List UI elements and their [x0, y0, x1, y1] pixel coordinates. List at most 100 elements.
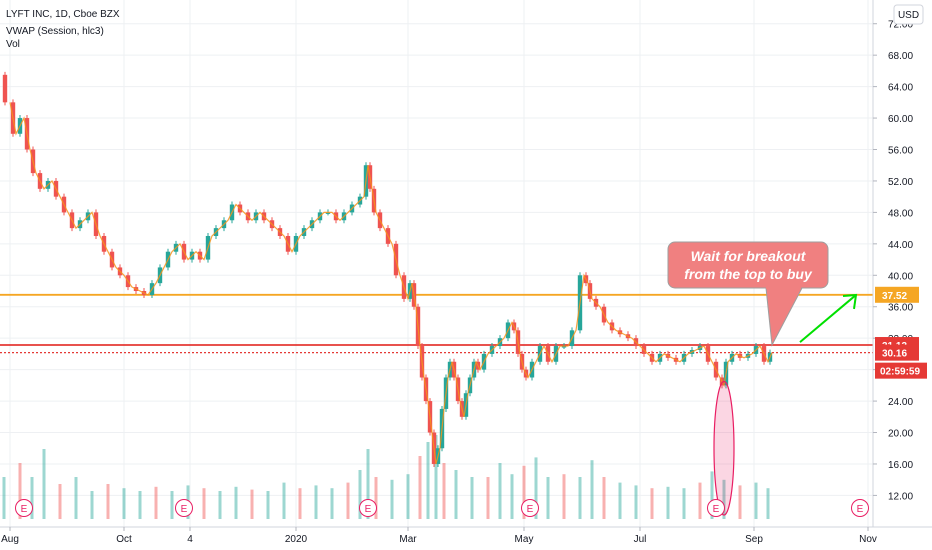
volume-bar: [202, 488, 206, 519]
volume-bar: [122, 488, 126, 519]
callout-line-2: from the top to buy: [684, 266, 813, 282]
price-tag-label: 37.52: [882, 291, 907, 302]
candle-body: [2, 74, 8, 103]
volume-bar: [106, 484, 110, 519]
volume-bar: [330, 488, 334, 519]
x-tick-label: Aug: [1, 534, 19, 545]
volume-highlight-ellipse[interactable]: [713, 380, 735, 516]
currency-badge[interactable]: [893, 4, 924, 25]
volume-bar: [682, 488, 686, 519]
earnings-marker-label: E: [713, 504, 720, 515]
price-tag-37.52: [875, 286, 919, 303]
earnings-marker[interactable]: [175, 499, 193, 517]
x-tick-label: 4: [187, 534, 193, 545]
x-tick-label: Oct: [116, 534, 132, 545]
earnings-marker-label: E: [527, 504, 534, 515]
volume-bar: [738, 485, 742, 519]
volume-bar: [74, 477, 78, 519]
volume-bar: [590, 460, 594, 519]
volume-bar: [454, 470, 458, 519]
grid: [0, 0, 873, 527]
legend-vwap[interactable]: VWAP (Session, hlc3): [6, 26, 104, 37]
volume-bar: [426, 442, 430, 519]
y-tick-label: 52.00: [888, 177, 913, 188]
volume-bar: [138, 491, 142, 519]
volume-bar: [442, 463, 446, 519]
volume-bar: [154, 486, 158, 519]
volume-bars: [2, 435, 770, 519]
y-tick-label: 68.00: [888, 51, 913, 62]
x-tick-label: Sep: [745, 534, 763, 545]
earnings-marker-label: E: [857, 504, 864, 515]
volume-bar: [250, 489, 254, 519]
volume-bar: [366, 449, 370, 519]
volume-bar: [314, 485, 318, 519]
volume-bar: [30, 477, 34, 519]
price-tag-30.16: [875, 344, 919, 361]
y-tick-label: 16.00: [888, 460, 913, 471]
volume-bar: [722, 479, 726, 519]
volume-bar: [522, 465, 526, 519]
x-tick-label: Mar: [399, 534, 417, 545]
callout-pointer: [765, 287, 803, 347]
volume-bar: [578, 477, 582, 519]
x-axis[interactable]: Aug Oct 4 2020 Mar May Jul Sep Nov: [1, 527, 877, 545]
volume-bar: [266, 491, 270, 519]
volume-bar: [650, 488, 654, 519]
volume-bar: [390, 479, 394, 519]
y-tick-label: 64.00: [888, 83, 913, 94]
x-tick-label: Nov: [859, 534, 877, 545]
volume-bar: [470, 477, 474, 519]
vwap-line: [9, 102, 773, 465]
legend-volume[interactable]: Vol: [6, 39, 20, 50]
price-tag-label: 30.16: [882, 349, 907, 360]
volume-bar: [2, 477, 6, 519]
legend-symbol[interactable]: LYFT INC, 1D, Cboe BZX: [6, 9, 120, 20]
candle-body: [561, 346, 567, 348]
breakout-arrow-shaft: [799, 294, 857, 343]
volume-bar: [218, 491, 222, 519]
currency-badge-label: USD: [898, 10, 919, 21]
candles: [2, 71, 773, 467]
volume-bar: [58, 484, 62, 519]
volume-bar: [18, 463, 22, 519]
y-tick-label: 48.00: [888, 208, 913, 219]
volume-bar: [698, 482, 702, 519]
volume-bar: [406, 474, 410, 519]
y-tick-label: 20.00: [888, 429, 913, 440]
earnings-marker-label: E: [365, 504, 372, 515]
volume-bar: [42, 449, 46, 519]
earnings-marker[interactable]: [521, 499, 539, 517]
horizontal-levels[interactable]: [0, 293, 873, 354]
annotations[interactable]: Wait for breakout from the top to buy: [667, 241, 858, 516]
earnings-marker[interactable]: [359, 499, 377, 517]
volume-bar: [234, 486, 238, 519]
earnings-marker-label: E: [181, 504, 188, 515]
volume-bar: [710, 471, 714, 519]
earnings-marker[interactable]: [707, 499, 725, 517]
breakout-arrow-head: [842, 293, 858, 310]
y-tick-label: 44.00: [888, 240, 913, 251]
volume-bar: [486, 477, 490, 519]
volume-bar: [282, 482, 286, 519]
callout-joint: [766, 285, 801, 289]
callout-bubble[interactable]: [667, 241, 829, 289]
candle-body: [325, 212, 331, 214]
x-tick-label: 2020: [285, 534, 308, 545]
countdown-tag: [875, 362, 927, 379]
volume-bar: [534, 457, 538, 519]
volume-bar: [766, 488, 770, 519]
earnings-marker[interactable]: [851, 499, 869, 517]
y-tick-label: 36.00: [888, 303, 913, 314]
y-axis[interactable]: 12.0016.0020.0024.0028.0032.0036.0040.00…: [873, 20, 913, 503]
callout-line-1: Wait for breakout: [691, 248, 807, 264]
y-tick-label: 40.00: [888, 271, 913, 282]
y-tick-label: 60.00: [888, 114, 913, 125]
x-tick-label: May: [515, 534, 534, 545]
earnings-marker[interactable]: [15, 499, 33, 517]
volume-bar: [374, 477, 378, 519]
volume-bar: [358, 470, 362, 519]
